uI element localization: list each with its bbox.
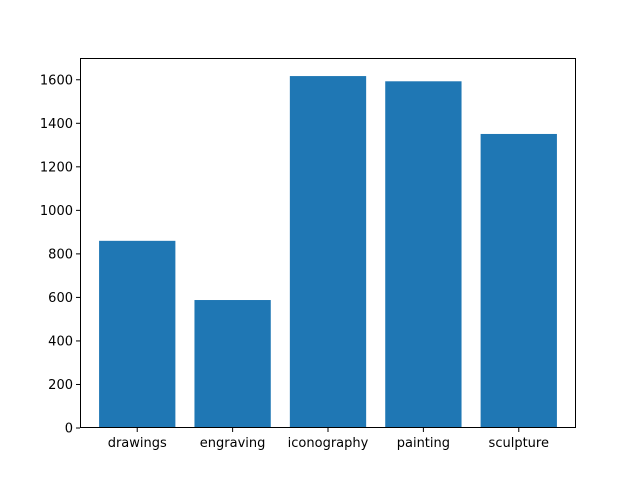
y-tick-label: 1400 bbox=[40, 117, 73, 132]
x-axis: drawings engraving iconography painting scul… bbox=[108, 428, 549, 451]
y-axis: 0 200 400 600 800 1000 1200 1400 1600 bbox=[40, 73, 80, 437]
x-tick-label-drawings: drawings bbox=[108, 436, 167, 451]
y-tick-label: 1600 bbox=[40, 73, 73, 88]
x-tick-label-painting: painting bbox=[397, 436, 450, 451]
bar-sculpture bbox=[480, 133, 557, 429]
bar-iconography bbox=[289, 76, 367, 429]
y-tick-label: 0 bbox=[65, 422, 73, 437]
plot-frame bbox=[80, 58, 576, 428]
bar-painting bbox=[385, 81, 462, 428]
x-tick-label-iconography: iconography bbox=[288, 436, 369, 451]
x-tick-label-engraving: engraving bbox=[200, 436, 266, 451]
y-tick-label: 400 bbox=[48, 334, 73, 349]
bar-drawings bbox=[99, 240, 176, 428]
y-tick-label: 600 bbox=[48, 291, 73, 306]
bars-group bbox=[99, 76, 557, 429]
y-tick-label: 1000 bbox=[40, 204, 73, 219]
x-tick-label-sculpture: sculpture bbox=[489, 436, 549, 451]
y-tick-label: 1200 bbox=[40, 160, 73, 175]
bar-engraving bbox=[194, 300, 271, 428]
y-tick-label: 200 bbox=[48, 378, 73, 393]
y-tick-label: 800 bbox=[48, 247, 73, 262]
